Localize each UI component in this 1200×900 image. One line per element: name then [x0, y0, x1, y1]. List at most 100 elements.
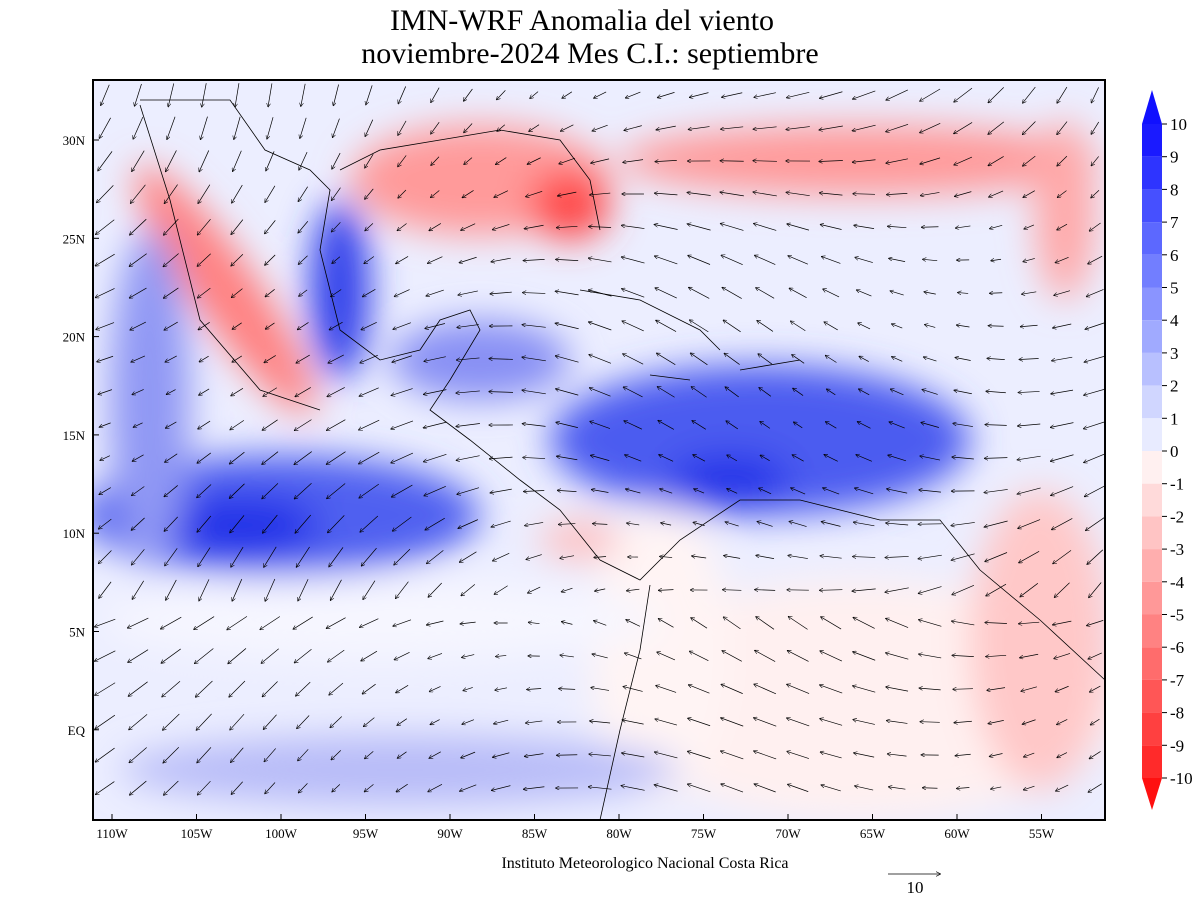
- wind-arrow: [359, 419, 380, 430]
- wind-arrow: [132, 486, 145, 495]
- wind-arrow: [132, 580, 145, 599]
- anomaly-field: [93, 80, 1105, 820]
- wind-arrow: [786, 192, 810, 197]
- colorbar-box: [1142, 483, 1162, 517]
- wind-arrow: [988, 156, 1004, 165]
- wind-arrow: [920, 456, 941, 461]
- wind-arrow: [164, 780, 179, 795]
- wind-arrow: [99, 581, 112, 598]
- wind-arrow: [489, 392, 514, 393]
- wind-arrow: [954, 122, 973, 133]
- wind-arrow: [164, 218, 179, 235]
- wind-arrow: [266, 322, 275, 329]
- wind-arrow: [1020, 325, 1038, 327]
- wind-arrow: [424, 356, 446, 362]
- wind-arrow: [1052, 518, 1073, 529]
- wind-arrow: [986, 583, 1007, 596]
- wind-arrow: [655, 256, 678, 265]
- wind-arrow: [692, 556, 707, 558]
- wind-arrow: [557, 226, 578, 227]
- wind-arrow: [688, 784, 711, 793]
- wind-arrow: [857, 422, 871, 429]
- wind-arrow: [990, 224, 1003, 228]
- wind-arrow: [924, 357, 937, 362]
- wind-arrow: [431, 121, 440, 134]
- wind-arrow: [622, 289, 645, 298]
- wind-arrow: [820, 719, 843, 726]
- lon-label: 100W: [265, 826, 298, 841]
- wind-arrow: [497, 124, 506, 132]
- wind-arrow: [556, 259, 579, 260]
- wind-arrow: [725, 522, 739, 527]
- wind-arrow: [990, 293, 1003, 294]
- wind-arrow: [690, 320, 709, 333]
- wind-arrow: [1020, 653, 1039, 658]
- wind-arrow: [431, 190, 440, 198]
- wind-arrow: [787, 718, 810, 727]
- wind-arrow: [622, 720, 644, 725]
- wind-arrow: [820, 651, 843, 662]
- wind-arrow: [988, 121, 1005, 134]
- wind-arrow: [428, 582, 442, 597]
- wind-arrow: [365, 784, 374, 791]
- wind-arrow: [754, 784, 776, 793]
- wind-arrow: [1057, 719, 1068, 724]
- wind-arrow: [820, 91, 843, 99]
- wind-arrow: [262, 419, 278, 430]
- wind-arrow: [196, 713, 212, 730]
- wind-arrow: [359, 483, 380, 498]
- wind-arrow: [95, 253, 115, 266]
- wind-arrow: [588, 290, 612, 297]
- lat-label: 15N: [63, 428, 86, 443]
- wind-arrow: [197, 452, 212, 463]
- wind-arrow: [555, 291, 579, 296]
- wind-arrow: [627, 589, 640, 591]
- wind-arrow: [425, 323, 446, 328]
- wind-arrow: [954, 156, 973, 165]
- wind-arrow: [525, 753, 544, 757]
- wind-arrow: [495, 688, 508, 690]
- wind-arrow: [855, 257, 873, 263]
- wind-arrow: [955, 358, 971, 361]
- wind-arrow: [887, 193, 908, 194]
- wind-arrow: [985, 458, 1008, 459]
- colorbar-box: [1142, 156, 1162, 190]
- wind-arrow: [331, 289, 342, 296]
- wind-arrow: [492, 785, 511, 791]
- wind-arrow: [491, 257, 511, 262]
- wind-arrow: [95, 618, 116, 627]
- wind-arrow: [1023, 190, 1035, 198]
- colorbar-label: 2: [1170, 377, 1179, 396]
- wind-arrow: [987, 358, 1005, 359]
- wind-arrow: [793, 388, 804, 396]
- wind-arrow: [365, 223, 374, 230]
- wind-arrow: [397, 223, 407, 231]
- wind-arrow: [161, 616, 182, 629]
- wind-arrow: [135, 83, 142, 106]
- colorbar-box: [1142, 222, 1162, 255]
- wind-arrow: [952, 457, 974, 459]
- wind-arrow: [591, 158, 610, 163]
- lon-label: 85W: [522, 826, 548, 841]
- wind-arrow: [361, 547, 377, 566]
- wind-arrow: [494, 190, 509, 198]
- wind-arrow: [921, 423, 939, 428]
- wind-arrow: [590, 193, 611, 195]
- wind-arrow: [954, 721, 972, 722]
- wind-arrow: [623, 387, 643, 398]
- wind-arrow: [491, 520, 511, 527]
- lat-label: 10N: [63, 526, 86, 541]
- wind-arrow: [562, 622, 573, 625]
- wind-arrow: [693, 522, 705, 526]
- wind-arrow: [98, 389, 113, 395]
- wind-arrow: [887, 754, 907, 757]
- wind-arrow: [824, 455, 838, 462]
- wind-arrow: [457, 487, 480, 495]
- wind-arrow: [1090, 685, 1101, 692]
- wind-arrow: [595, 589, 606, 591]
- wind-arrow: [327, 419, 346, 431]
- wind-arrow: [787, 651, 809, 662]
- wind-arrow: [561, 124, 574, 131]
- wind-arrow: [658, 92, 675, 97]
- wind-arrow: [854, 522, 875, 527]
